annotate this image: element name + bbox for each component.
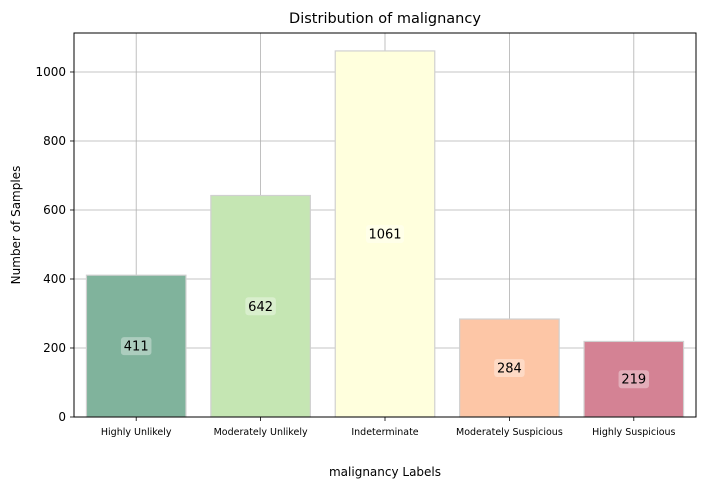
y-tick-label: 200 [43, 341, 66, 355]
data-label: 284 [497, 362, 522, 377]
data-label: 411 [124, 340, 149, 355]
chart-title: Distribution of malignancy [289, 11, 481, 27]
bar [85, 274, 187, 418]
y-tick-label: 0 [58, 410, 66, 424]
y-tick-label: 400 [43, 272, 66, 286]
y-tick-label: 800 [43, 134, 66, 148]
x-tick-label: Highly Suspicious [592, 427, 675, 438]
y-axis-label: Number of Samples [9, 166, 23, 285]
bars [85, 50, 685, 418]
y-tick-label: 600 [43, 203, 66, 217]
x-tick-label: Highly Unlikely [101, 427, 172, 438]
bar [334, 50, 436, 418]
data-label-box [618, 370, 650, 389]
bar [210, 194, 311, 418]
bar [583, 340, 685, 418]
axes: 0 200 400 600 800 1000 Highly Unlikely Moderate… [35, 32, 697, 438]
data-label: 219 [621, 373, 646, 388]
y-tick-label: 1000 [35, 65, 66, 79]
data-label-box [366, 224, 404, 243]
data-label: 1061 [368, 227, 401, 242]
x-tick-label: Moderately Unlikely [214, 427, 308, 438]
data-label-box [494, 359, 525, 378]
x-tick-label: Indeterminate [351, 427, 418, 438]
data-label-box [120, 337, 152, 356]
bar [459, 318, 560, 418]
data-label: 642 [248, 300, 273, 315]
labels: 411 642 1061 284 219 [120, 224, 650, 389]
x-tick-label: Moderately Suspicious [456, 427, 563, 438]
x-axis-label: malignancy Labels [329, 465, 441, 479]
data-label-box [245, 297, 276, 316]
